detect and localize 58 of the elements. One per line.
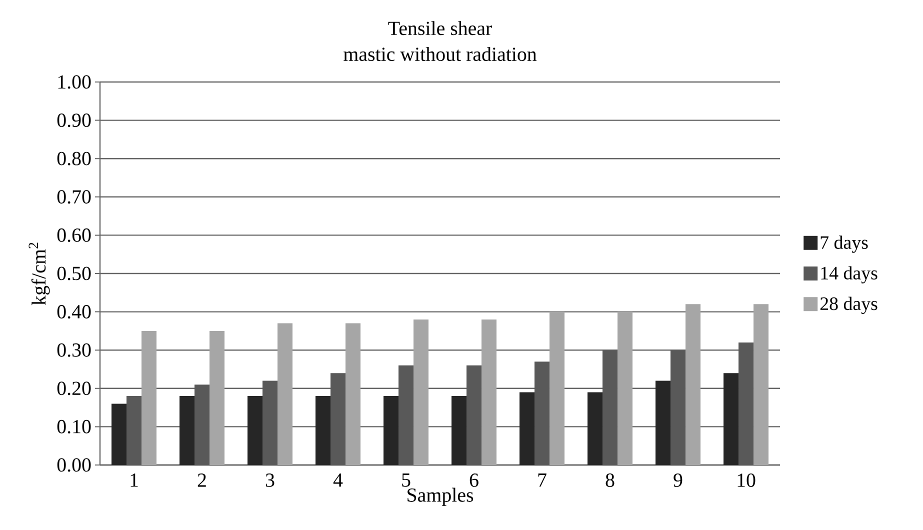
bar <box>278 323 293 465</box>
bar <box>346 323 361 465</box>
x-tick-label: 6 <box>470 474 478 487</box>
bar <box>686 304 701 465</box>
chart-subtitle: mastic without radiation <box>344 46 537 61</box>
bar <box>550 312 565 465</box>
bar <box>126 396 142 465</box>
x-tick-label: 1 <box>130 474 138 487</box>
x-tick-label: 5 <box>402 474 410 487</box>
bar <box>520 392 535 465</box>
legend-label: 28 days <box>820 296 878 314</box>
chart-title: Tensile shear <box>388 21 492 36</box>
bar <box>180 396 195 465</box>
bar <box>210 330 225 465</box>
bar <box>724 373 739 465</box>
y-tick-label: 0.90 <box>57 114 91 128</box>
y-tick-label: 0.50 <box>57 266 91 280</box>
bar <box>316 396 331 465</box>
bar <box>466 365 482 465</box>
legend-label: 7 days <box>820 236 868 253</box>
y-axis-title: kgf/cm$^{2}$ <box>28 242 50 306</box>
bar <box>670 350 686 465</box>
bar <box>330 373 346 465</box>
bar <box>602 350 618 465</box>
x-tick-label: 8 <box>606 474 614 487</box>
bar <box>384 396 399 465</box>
x-tick-label: 2 <box>198 474 206 487</box>
y-tick-label: 0.20 <box>57 382 91 396</box>
y-tick-label: 1.00 <box>58 75 91 89</box>
y-tick-label: 0.10 <box>57 420 91 434</box>
bar <box>754 304 769 465</box>
y-tick-label: 0.30 <box>57 343 91 357</box>
bar <box>398 365 414 465</box>
y-tick-label: 0.40 <box>57 305 91 319</box>
x-axis-title: Samples <box>408 488 474 506</box>
x-tick-label: 7 <box>538 474 546 487</box>
bar <box>588 392 603 465</box>
bar <box>248 396 263 465</box>
y-tick-label: 0.80 <box>57 152 91 166</box>
bar <box>452 396 467 465</box>
bar <box>112 404 126 465</box>
y-tick-label: 0.70 <box>57 190 91 204</box>
bar <box>618 312 633 465</box>
bar <box>414 319 429 465</box>
legend-label: 14 days <box>821 266 878 284</box>
x-tick-label: 4 <box>333 474 343 487</box>
y-tick-label: 0.00 <box>57 458 91 472</box>
bar <box>262 380 278 465</box>
bar <box>142 330 156 465</box>
bar <box>534 362 550 465</box>
x-tick-label: 9 <box>674 474 682 487</box>
x-tick-label: 10 <box>738 474 756 487</box>
bar <box>656 380 671 465</box>
bar <box>194 384 210 465</box>
y-tick-label: 0.60 <box>57 228 91 242</box>
bar <box>738 342 754 465</box>
bar <box>482 319 497 465</box>
x-tick-label: 3 <box>266 474 274 487</box>
